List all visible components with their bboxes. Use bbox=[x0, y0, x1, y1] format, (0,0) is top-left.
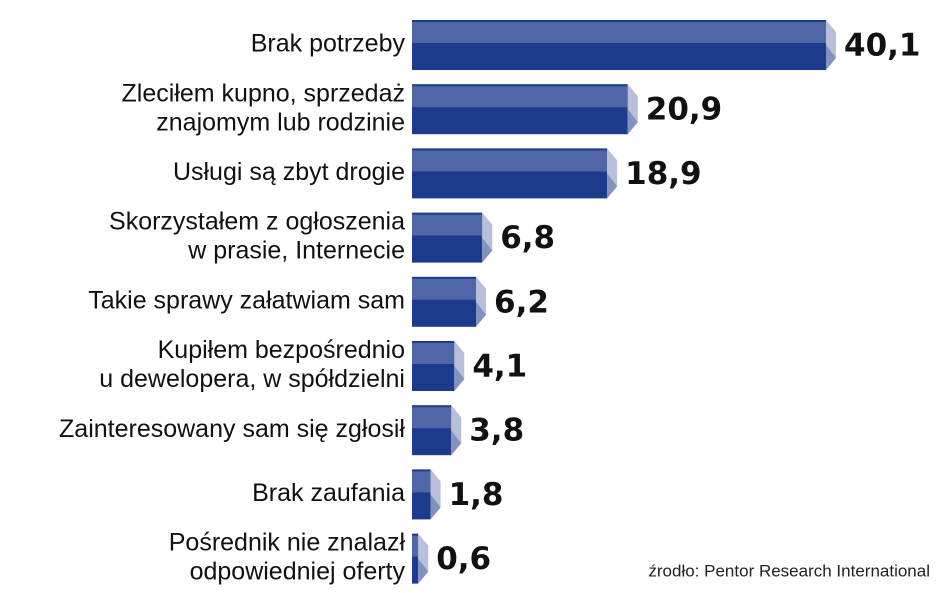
bar-cap-shade bbox=[476, 301, 487, 327]
bar-group: 18,9 Usługi są zbyt drogie bbox=[173, 148, 702, 199]
bar-highlight bbox=[412, 22, 826, 43]
category-label: Takie sprawy załatwiam sam bbox=[88, 286, 405, 314]
category-label: Skorzystałem z ogłoszenia bbox=[109, 208, 405, 236]
bar-highlight bbox=[412, 343, 455, 364]
bar-highlight bbox=[412, 86, 628, 108]
bar-cap bbox=[451, 405, 462, 456]
value-label: 3,8 bbox=[469, 413, 524, 449]
category-label: Pośrednik nie znalazł bbox=[169, 529, 406, 557]
bar-cap-shade bbox=[607, 173, 618, 199]
value-label: 1,8 bbox=[449, 477, 504, 513]
category-label: Zleciłem kupno, sprzedaż bbox=[122, 79, 405, 107]
bar-cap-shade bbox=[482, 237, 493, 263]
bar-cap bbox=[454, 341, 465, 391]
bar-highlight bbox=[412, 535, 419, 557]
value-label: 40,1 bbox=[844, 28, 921, 64]
source-note: źrodło: Pentor Research International bbox=[648, 561, 930, 580]
bar-cap-shade bbox=[451, 430, 462, 456]
value-label: 18,9 bbox=[625, 156, 702, 192]
bar-highlight bbox=[412, 407, 452, 429]
bar-highlight bbox=[412, 471, 431, 493]
bar-cap-shade bbox=[454, 366, 465, 391]
bar-cap bbox=[627, 84, 638, 135]
value-label: 6,8 bbox=[500, 220, 555, 256]
category-label: Usługi są zbyt drogie bbox=[173, 158, 405, 186]
bar-cap bbox=[430, 469, 441, 520]
bar-cap-shade bbox=[418, 558, 429, 584]
category-label: u dewelopera, w spółdzielni bbox=[99, 365, 405, 393]
value-label: 0,6 bbox=[436, 541, 491, 577]
value-label: 4,1 bbox=[472, 349, 527, 385]
bar-group: 3,8 Zainteresowany sam się zgłosił bbox=[59, 405, 524, 456]
bar-highlight bbox=[412, 278, 477, 300]
category-label: Kupiłem bezpośrednio bbox=[158, 336, 405, 364]
bar-highlight bbox=[412, 150, 608, 172]
bar-cap-shade bbox=[826, 45, 836, 70]
bar-cap bbox=[607, 148, 618, 199]
bar-cap bbox=[476, 276, 487, 327]
bar-group: 6,2 Takie sprawy załatwiam sam bbox=[88, 276, 549, 327]
value-label: 6,2 bbox=[494, 284, 549, 320]
bar-group: 40,1 Brak potrzeby bbox=[251, 20, 921, 70]
bar-highlight bbox=[412, 214, 483, 236]
category-label: znajomym lub rodzinie bbox=[156, 108, 405, 136]
bar-cap bbox=[826, 20, 836, 70]
category-label: Zainteresowany sam się zgłosił bbox=[59, 415, 405, 443]
category-label: odpowiedniej oferty bbox=[190, 558, 406, 586]
bar-cap-shade bbox=[627, 109, 638, 135]
category-label: Brak potrzeby bbox=[251, 30, 406, 58]
bar bbox=[412, 533, 419, 584]
value-label: 20,9 bbox=[646, 92, 723, 128]
bar-cap bbox=[418, 533, 429, 584]
bar-group: 1,8 Brak zaufania bbox=[252, 469, 504, 520]
category-label: w prasie, Internecie bbox=[187, 237, 405, 265]
bar-cap bbox=[482, 212, 493, 263]
bar-cap-shade bbox=[430, 494, 441, 520]
category-label: Brak zaufania bbox=[252, 479, 405, 507]
